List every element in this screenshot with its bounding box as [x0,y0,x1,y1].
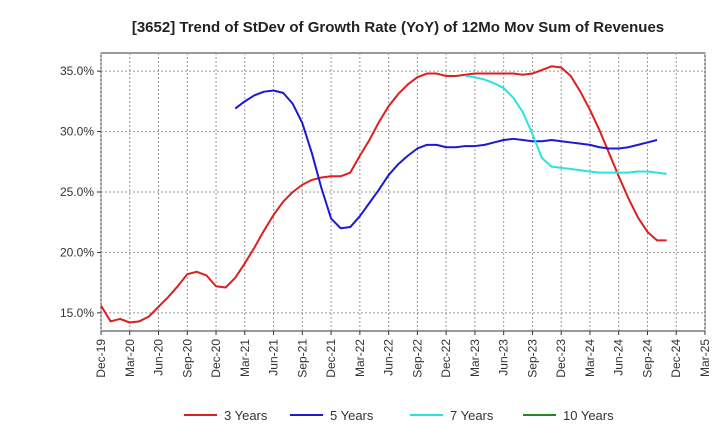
x-tick-label: Sep-24 [640,339,654,378]
x-tick-label: Dec-19 [94,339,108,378]
x-tick-label: Dec-20 [209,339,223,378]
x-axis: Dec-19 Mar-20 Jun-20 Sep-20 Dec-20 Mar-21 Jun-… [94,331,712,378]
y-axis: 15.0% 20.0% 25.0% 30.0% 35.0% [60,64,101,320]
legend-label-7-years: 7 Years [450,408,494,423]
x-tick-label: Dec-23 [554,339,568,378]
legend-label-3-years: 3 Years [224,408,268,423]
x-tick-label: Sep-21 [295,339,309,378]
x-tick-label: Dec-21 [324,339,338,378]
x-tick-label: Mar-21 [238,339,252,377]
x-tick-label: Sep-22 [410,339,424,378]
x-tick-label: Mar-25 [698,339,712,377]
legend-label-5-years: 5 Years [330,408,374,423]
series-line-3-years [100,65,667,324]
chart-title: [3652] Trend of StDev of Growth Rate (Yo… [132,19,664,36]
x-tick-label: Sep-20 [180,339,194,378]
legend: 3 Years 5 Years 7 Years 10 Years [184,408,614,423]
x-tick-label: Mar-20 [123,339,137,377]
legend-label-10-years: 10 Years [563,408,614,423]
x-tick-label: Mar-22 [353,339,367,377]
series-line-7-years [465,74,667,175]
x-tick-label: Dec-24 [669,339,683,378]
x-tick-label: Jun-23 [497,339,511,376]
y-tick-label: 25.0% [60,185,94,199]
x-tick-label: Mar-24 [583,339,597,377]
x-tick-label: Mar-23 [468,339,482,377]
y-tick-label: 30.0% [60,125,94,139]
y-tick-label: 15.0% [60,306,94,320]
series-line-5-years [234,89,658,230]
x-tick-label: Jun-24 [612,339,626,376]
x-tick-label: Jun-21 [267,339,281,376]
x-tick-label: Jun-22 [382,339,396,376]
x-tick-label: Sep-23 [525,339,539,378]
y-tick-label: 35.0% [60,64,94,78]
series-group [100,65,667,324]
x-tick-label: Dec-22 [439,339,453,378]
x-tick-label: Jun-20 [152,339,166,376]
grid [100,53,706,331]
y-tick-label: 20.0% [60,245,94,259]
